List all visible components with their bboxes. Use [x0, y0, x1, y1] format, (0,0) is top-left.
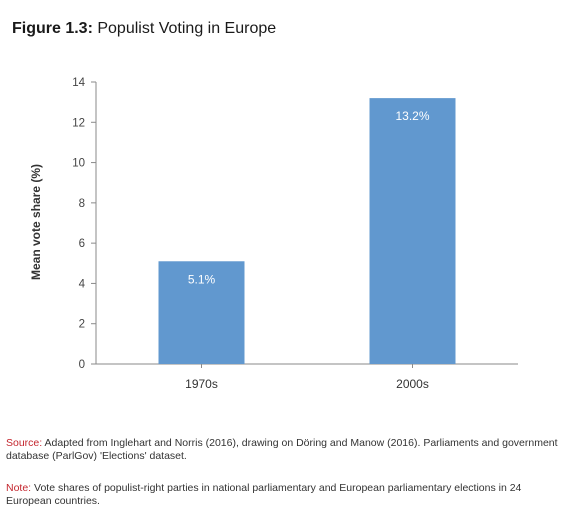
bar-value-label: 13.2%: [395, 109, 429, 123]
bar-2000s: [369, 98, 456, 364]
note-key: Note:: [6, 482, 32, 494]
y-tick-label: 8: [79, 198, 85, 210]
y-tick-label: 10: [72, 158, 85, 170]
figure-title-text: Populist Voting in Europe: [97, 20, 277, 37]
bar-chart: 0 2 4 6 8 10 12 14 1970s 2000s 5.1% 13.2% Mean vo…: [29, 77, 518, 391]
source-text: Adapted from Inglehart and Norris (2016)…: [6, 437, 558, 462]
x-axis: 1970s 2000s: [96, 363, 518, 391]
y-tick-label: 14: [72, 77, 85, 89]
bar-value-label: 5.1%: [188, 272, 216, 286]
bars: 5.1% 13.2%: [158, 98, 456, 364]
x-tick-label: 2000s: [396, 377, 429, 391]
y-axis-label: Mean vote share (%): [29, 164, 43, 280]
figure-label: Figure 1.3:: [12, 20, 93, 37]
y-tick-label: 4: [79, 278, 86, 290]
x-tick-label: 1970s: [185, 377, 218, 391]
figure-title: Figure 1.3: Populist Voting in Europe: [12, 20, 276, 38]
y-tick-label: 12: [72, 117, 85, 129]
y-tick-label: 2: [79, 319, 85, 331]
source-key: Source:: [6, 437, 43, 449]
note-text: Vote shares of populist-right parties in…: [6, 482, 522, 507]
y-axis: 0 2 4 6 8 10 12 14: [72, 77, 97, 371]
bar-1970s: [158, 261, 245, 364]
y-tick-label: 6: [79, 238, 85, 250]
source-note: Source: Adapted from Inglehart and Norri…: [6, 437, 568, 463]
y-tick-label: 0: [79, 359, 85, 371]
footnote: Note: Vote shares of populist-right part…: [6, 482, 568, 508]
